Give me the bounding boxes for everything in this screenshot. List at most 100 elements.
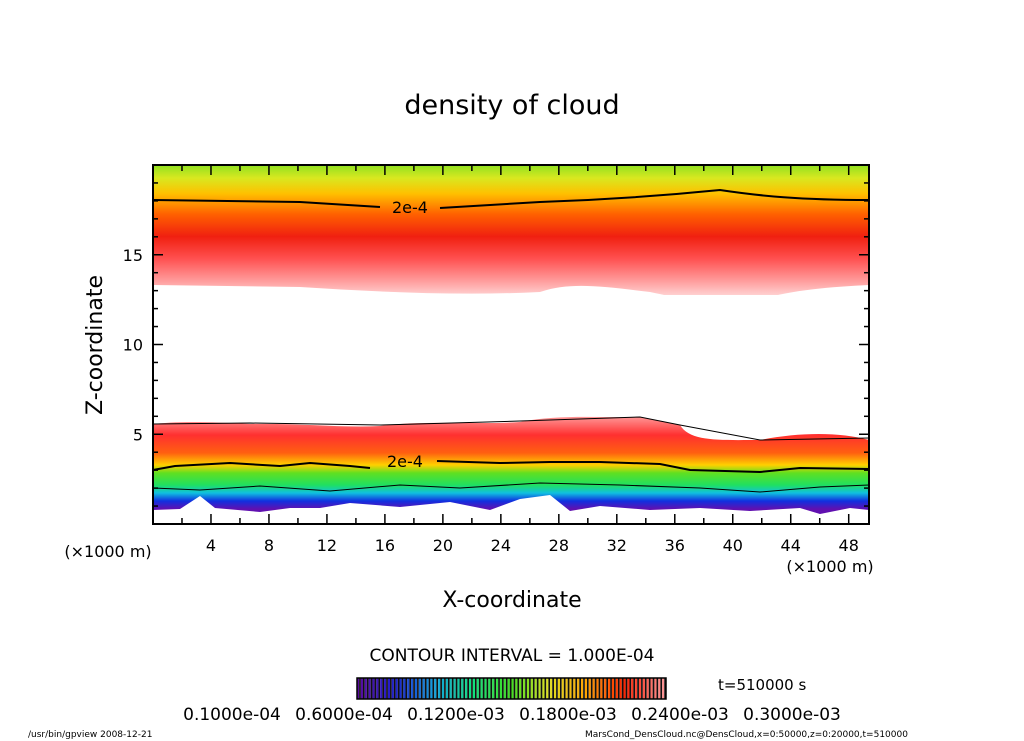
colorbar-swatch <box>608 678 611 699</box>
clear-region <box>153 285 869 441</box>
colorbar-swatch <box>503 678 506 699</box>
colorbar-swatch <box>662 678 665 699</box>
colorbar-gap <box>567 678 570 699</box>
colorbar-swatch <box>484 678 487 699</box>
colorbar-swatch <box>372 678 375 699</box>
colorbar-gap <box>614 678 616 699</box>
footer-program: /usr/bin/gpview 2008-12-21 <box>28 730 152 740</box>
contour-lower-2e-4 <box>152 460 870 474</box>
colorbar-swatch <box>584 678 588 699</box>
colorbar-swatch <box>538 678 541 699</box>
colorbar-gap <box>490 678 493 699</box>
y-tick-label: 10 <box>123 336 143 355</box>
colorbar-swatch <box>615 678 618 699</box>
colorbar-swatch <box>488 678 491 699</box>
colorbar-swatch <box>507 678 510 699</box>
colorbar-gap <box>587 678 589 699</box>
colorbar-gap <box>378 678 381 699</box>
colorbar-swatch <box>523 678 526 699</box>
colorbar-swatch <box>600 678 603 699</box>
colorbar-swatch <box>441 678 445 699</box>
colorbar-gap <box>641 678 643 699</box>
colorbar-swatch <box>569 678 572 699</box>
colorbar-swatch <box>403 678 406 699</box>
contour-interval: CONTOUR INTERVAL = 1.000E-04 <box>370 646 655 666</box>
colorbar-gap <box>359 678 361 699</box>
colorbar-gap <box>652 678 655 699</box>
colorbar-label: 0.1800e-03 <box>519 705 617 725</box>
colorbar-swatch <box>492 678 495 699</box>
colorbar-gap <box>478 678 481 699</box>
colorbar-swatch <box>376 678 379 699</box>
colorbar-label: 0.1200e-03 <box>407 705 505 725</box>
colorbar-gap <box>579 678 582 699</box>
x-tick-label: 40 <box>723 536 743 555</box>
colorbar-gap <box>409 678 412 699</box>
colorbar-gap <box>625 678 628 699</box>
x-tick-label: 12 <box>317 536 337 555</box>
colorbar-swatch <box>565 678 568 699</box>
colorbar-swatch <box>557 678 560 699</box>
colorbar-swatch <box>550 678 553 699</box>
contour-upper-2e-4 <box>152 188 870 209</box>
colorbar-gap <box>644 678 647 699</box>
colorbar-gap <box>420 678 423 699</box>
y-tick-labels: 5 10 15 <box>123 246 143 445</box>
colorbar-swatch <box>399 678 402 699</box>
colorbar-swatch <box>577 678 580 699</box>
x-tick-label: 48 <box>839 536 859 555</box>
colorbar-gap <box>590 678 593 699</box>
colorbar-frame <box>356 677 667 700</box>
x-unit-right: (×1000 m) <box>786 557 873 576</box>
colorbar-gap <box>571 678 574 699</box>
colorbar-gap <box>370 678 373 699</box>
colorbar-gap <box>606 678 609 699</box>
colorbar-swatch <box>526 678 530 699</box>
colorbar-gap <box>660 678 663 699</box>
colorbar-swatch <box>438 678 441 699</box>
colorbar-swatch <box>472 678 475 699</box>
colorbar-swatch <box>461 678 464 699</box>
colorbar-gap <box>548 678 551 699</box>
colorbar-swatch <box>380 678 383 699</box>
colorbar-gap <box>498 678 500 699</box>
colorbar-gap <box>482 678 485 699</box>
axis-ticks <box>153 165 869 524</box>
colorbar-swatch <box>499 678 503 699</box>
colorbar-gap <box>556 678 558 699</box>
colorbar-swatch <box>357 678 360 699</box>
colorbar-swatch <box>623 678 626 699</box>
colorbar-swatch <box>646 678 649 699</box>
colorbar-gap <box>502 678 504 699</box>
colorbar-gap <box>401 678 404 699</box>
colorbar-gap <box>664 678 666 699</box>
colorbar-gap <box>505 678 508 699</box>
contour-lower-thin <box>152 416 870 493</box>
colorbar-swatch <box>480 678 483 699</box>
colorbar-gap <box>436 678 439 699</box>
colorbar-gap <box>382 678 385 699</box>
colorbar-swatch <box>635 678 638 699</box>
colorbar-gap <box>467 678 470 699</box>
colorbar-gap <box>536 678 539 699</box>
y-axis-label: Z-coordinate <box>83 275 108 415</box>
x-unit-left: (×1000 m) <box>64 542 151 561</box>
colorbar-gap <box>413 678 415 699</box>
colorbar-gap <box>417 678 419 699</box>
colorbar-labels: 0.1000e-04 0.6000e-04 0.1200e-03 0.1800e-03… <box>183 705 841 725</box>
colorbar-gap <box>544 678 547 699</box>
colorbar-swatch <box>457 678 460 699</box>
x-tick-label: 24 <box>491 536 511 555</box>
colorbar-gap <box>563 678 566 699</box>
colorbar-gap <box>362 678 365 699</box>
colorbar-gap <box>513 678 516 699</box>
colorbar-swatch <box>360 678 363 699</box>
colorbar-gap <box>397 678 400 699</box>
colorbar-swatch <box>384 678 387 699</box>
colorbar-swatch <box>581 678 584 699</box>
colorbar-label: 0.3000e-03 <box>743 705 841 725</box>
colorbar-swatch <box>654 678 657 699</box>
x-tick-label: 44 <box>781 536 801 555</box>
chart-title: density of cloud <box>404 90 619 121</box>
